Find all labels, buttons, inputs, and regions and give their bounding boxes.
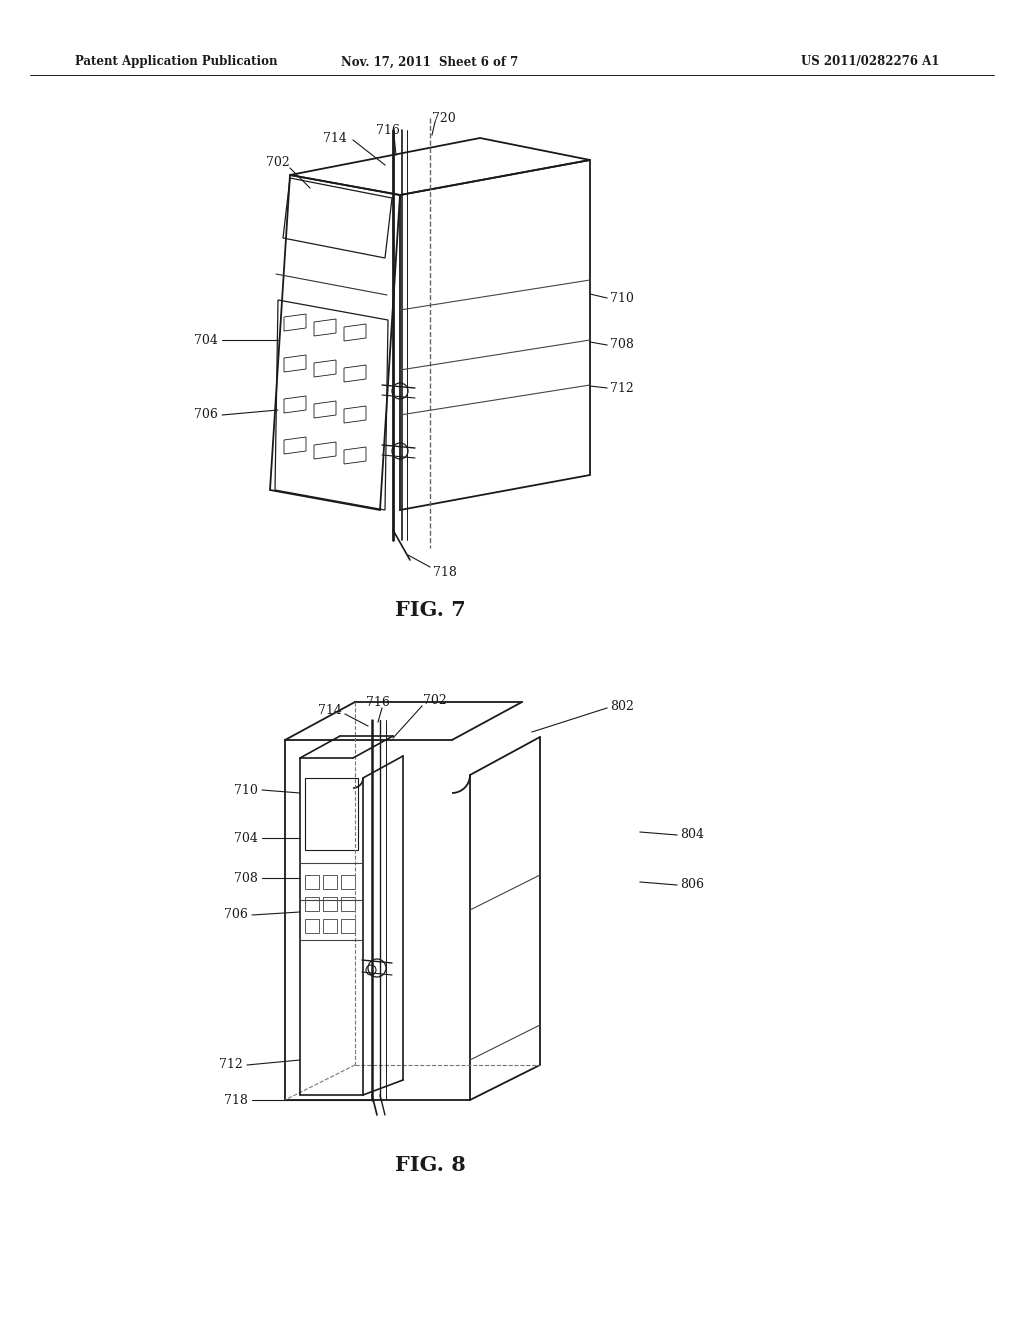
Text: 718: 718 [224,1093,248,1106]
Text: 712: 712 [219,1059,243,1072]
Text: 714: 714 [318,704,342,717]
Text: 804: 804 [680,829,705,842]
Text: 712: 712 [610,381,634,395]
Text: 806: 806 [680,879,705,891]
Text: 702: 702 [423,693,446,706]
Text: 720: 720 [432,111,456,124]
Text: US 2011/0282276 A1: US 2011/0282276 A1 [801,55,939,69]
Text: 714: 714 [323,132,347,144]
Text: Nov. 17, 2011  Sheet 6 of 7: Nov. 17, 2011 Sheet 6 of 7 [341,55,518,69]
Text: 704: 704 [234,832,258,845]
Text: 802: 802 [610,700,634,713]
Text: FIG. 7: FIG. 7 [394,601,465,620]
Text: FIG. 8: FIG. 8 [394,1155,465,1175]
Text: 710: 710 [234,784,258,796]
Text: 716: 716 [366,697,390,710]
Text: 702: 702 [266,157,290,169]
Text: 708: 708 [234,871,258,884]
Text: 706: 706 [195,408,218,421]
Text: 708: 708 [610,338,634,351]
Text: 710: 710 [610,292,634,305]
Text: 718: 718 [433,565,457,578]
Text: 706: 706 [224,908,248,921]
Text: 716: 716 [376,124,400,136]
Text: 704: 704 [195,334,218,346]
Text: Patent Application Publication: Patent Application Publication [75,55,278,69]
